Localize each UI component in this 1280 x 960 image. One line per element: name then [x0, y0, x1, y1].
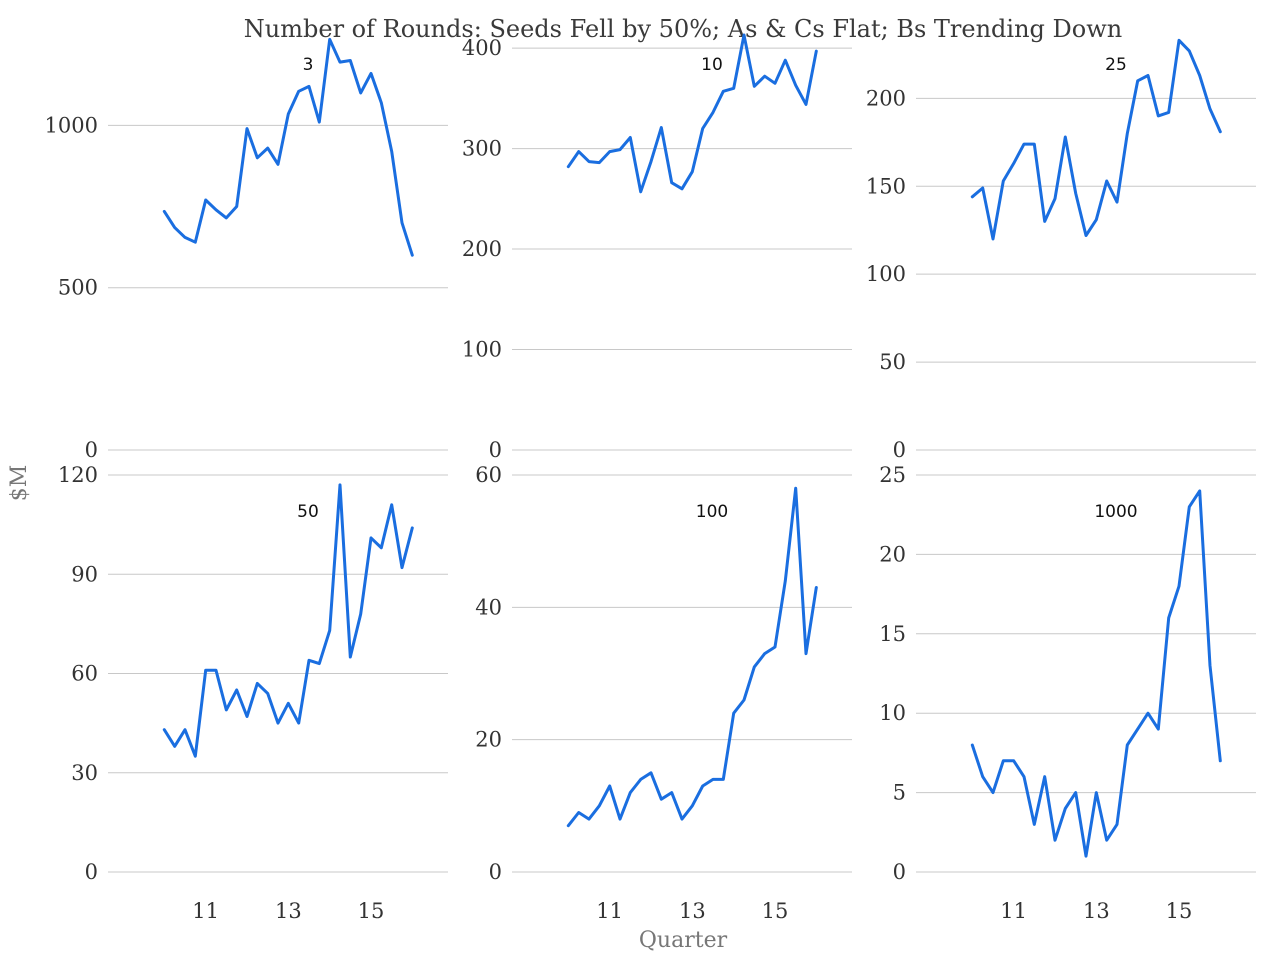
y-tick-label: 10 — [879, 701, 906, 725]
panels-group: 3050010001001002003004002505010015020050… — [45, 33, 1256, 923]
y-tick-label: 0 — [893, 860, 906, 884]
y-tick-label: 40 — [475, 595, 502, 619]
x-tick-label: 13 — [1083, 899, 1110, 923]
chart-panel: 3 0 500 1000 — [45, 37, 448, 462]
series-line — [566, 486, 818, 828]
chart-panel: 25 0 50 100 150 200 — [866, 38, 1256, 462]
y-tick-label: 0 — [489, 438, 502, 462]
y-tick-label: 15 — [879, 622, 906, 646]
panel-title: 50 — [297, 502, 319, 522]
y-tick-label: 1000 — [45, 113, 98, 137]
y-tick-label: 0 — [893, 438, 906, 462]
y-tick-label: 5 — [893, 781, 906, 805]
y-tick-label: 500 — [58, 276, 98, 300]
y-tick-label: 0 — [85, 860, 98, 884]
y-tick-label: 60 — [71, 662, 98, 686]
panel-title: 1000 — [1094, 502, 1137, 522]
y-tick-label: 60 — [475, 463, 502, 487]
y-tick-label: 200 — [462, 237, 502, 261]
series-line — [162, 37, 414, 257]
panel-title: 100 — [696, 502, 728, 522]
y-tick-label: 25 — [879, 463, 906, 487]
y-tick-label: 100 — [462, 338, 502, 362]
y-tick-label: 0 — [489, 860, 502, 884]
x-tick-label: 15 — [1166, 899, 1193, 923]
y-tick-label: 50 — [879, 350, 906, 374]
chart-panel: 100 0 20 40 60 11 13 15 — [475, 463, 852, 923]
y-tick-label: 100 — [866, 262, 906, 286]
y-tick-label: 20 — [879, 542, 906, 566]
x-tick-label: 15 — [762, 899, 789, 923]
y-tick-label: 20 — [475, 728, 502, 752]
series-line — [566, 33, 818, 194]
series-line — [970, 489, 1222, 858]
x-tick-label: 13 — [275, 899, 302, 923]
chart-panel: 50 0 30 60 90 120 11 13 15 — [58, 463, 448, 923]
panel-title: 25 — [1105, 55, 1127, 75]
y-tick-label: 150 — [866, 174, 906, 198]
x-axis-title: Quarter — [639, 928, 728, 953]
x-tick-label: 13 — [679, 899, 706, 923]
y-tick-label: 90 — [71, 562, 98, 586]
y-tick-label: 30 — [71, 761, 98, 785]
series-line — [970, 38, 1222, 241]
chart-title: Number of Rounds: Seeds Fell by 50%; As … — [244, 15, 1122, 43]
y-tick-label: 200 — [866, 86, 906, 110]
x-tick-label: 11 — [596, 899, 623, 923]
panel-title: 3 — [303, 55, 314, 75]
y-tick-label: 400 — [462, 36, 502, 60]
y-tick-label: 120 — [58, 463, 98, 487]
x-tick-label: 11 — [1000, 899, 1027, 923]
panel-title: 10 — [701, 55, 723, 75]
y-tick-label: 0 — [85, 438, 98, 462]
x-tick-label: 15 — [358, 899, 385, 923]
series-line — [162, 483, 414, 758]
x-tick-label: 11 — [192, 899, 219, 923]
y-axis-title: $M — [7, 465, 32, 502]
y-tick-label: 300 — [462, 137, 502, 161]
chart-panel: 1000 0 5 10 15 20 25 11 13 15 — [879, 463, 1256, 923]
